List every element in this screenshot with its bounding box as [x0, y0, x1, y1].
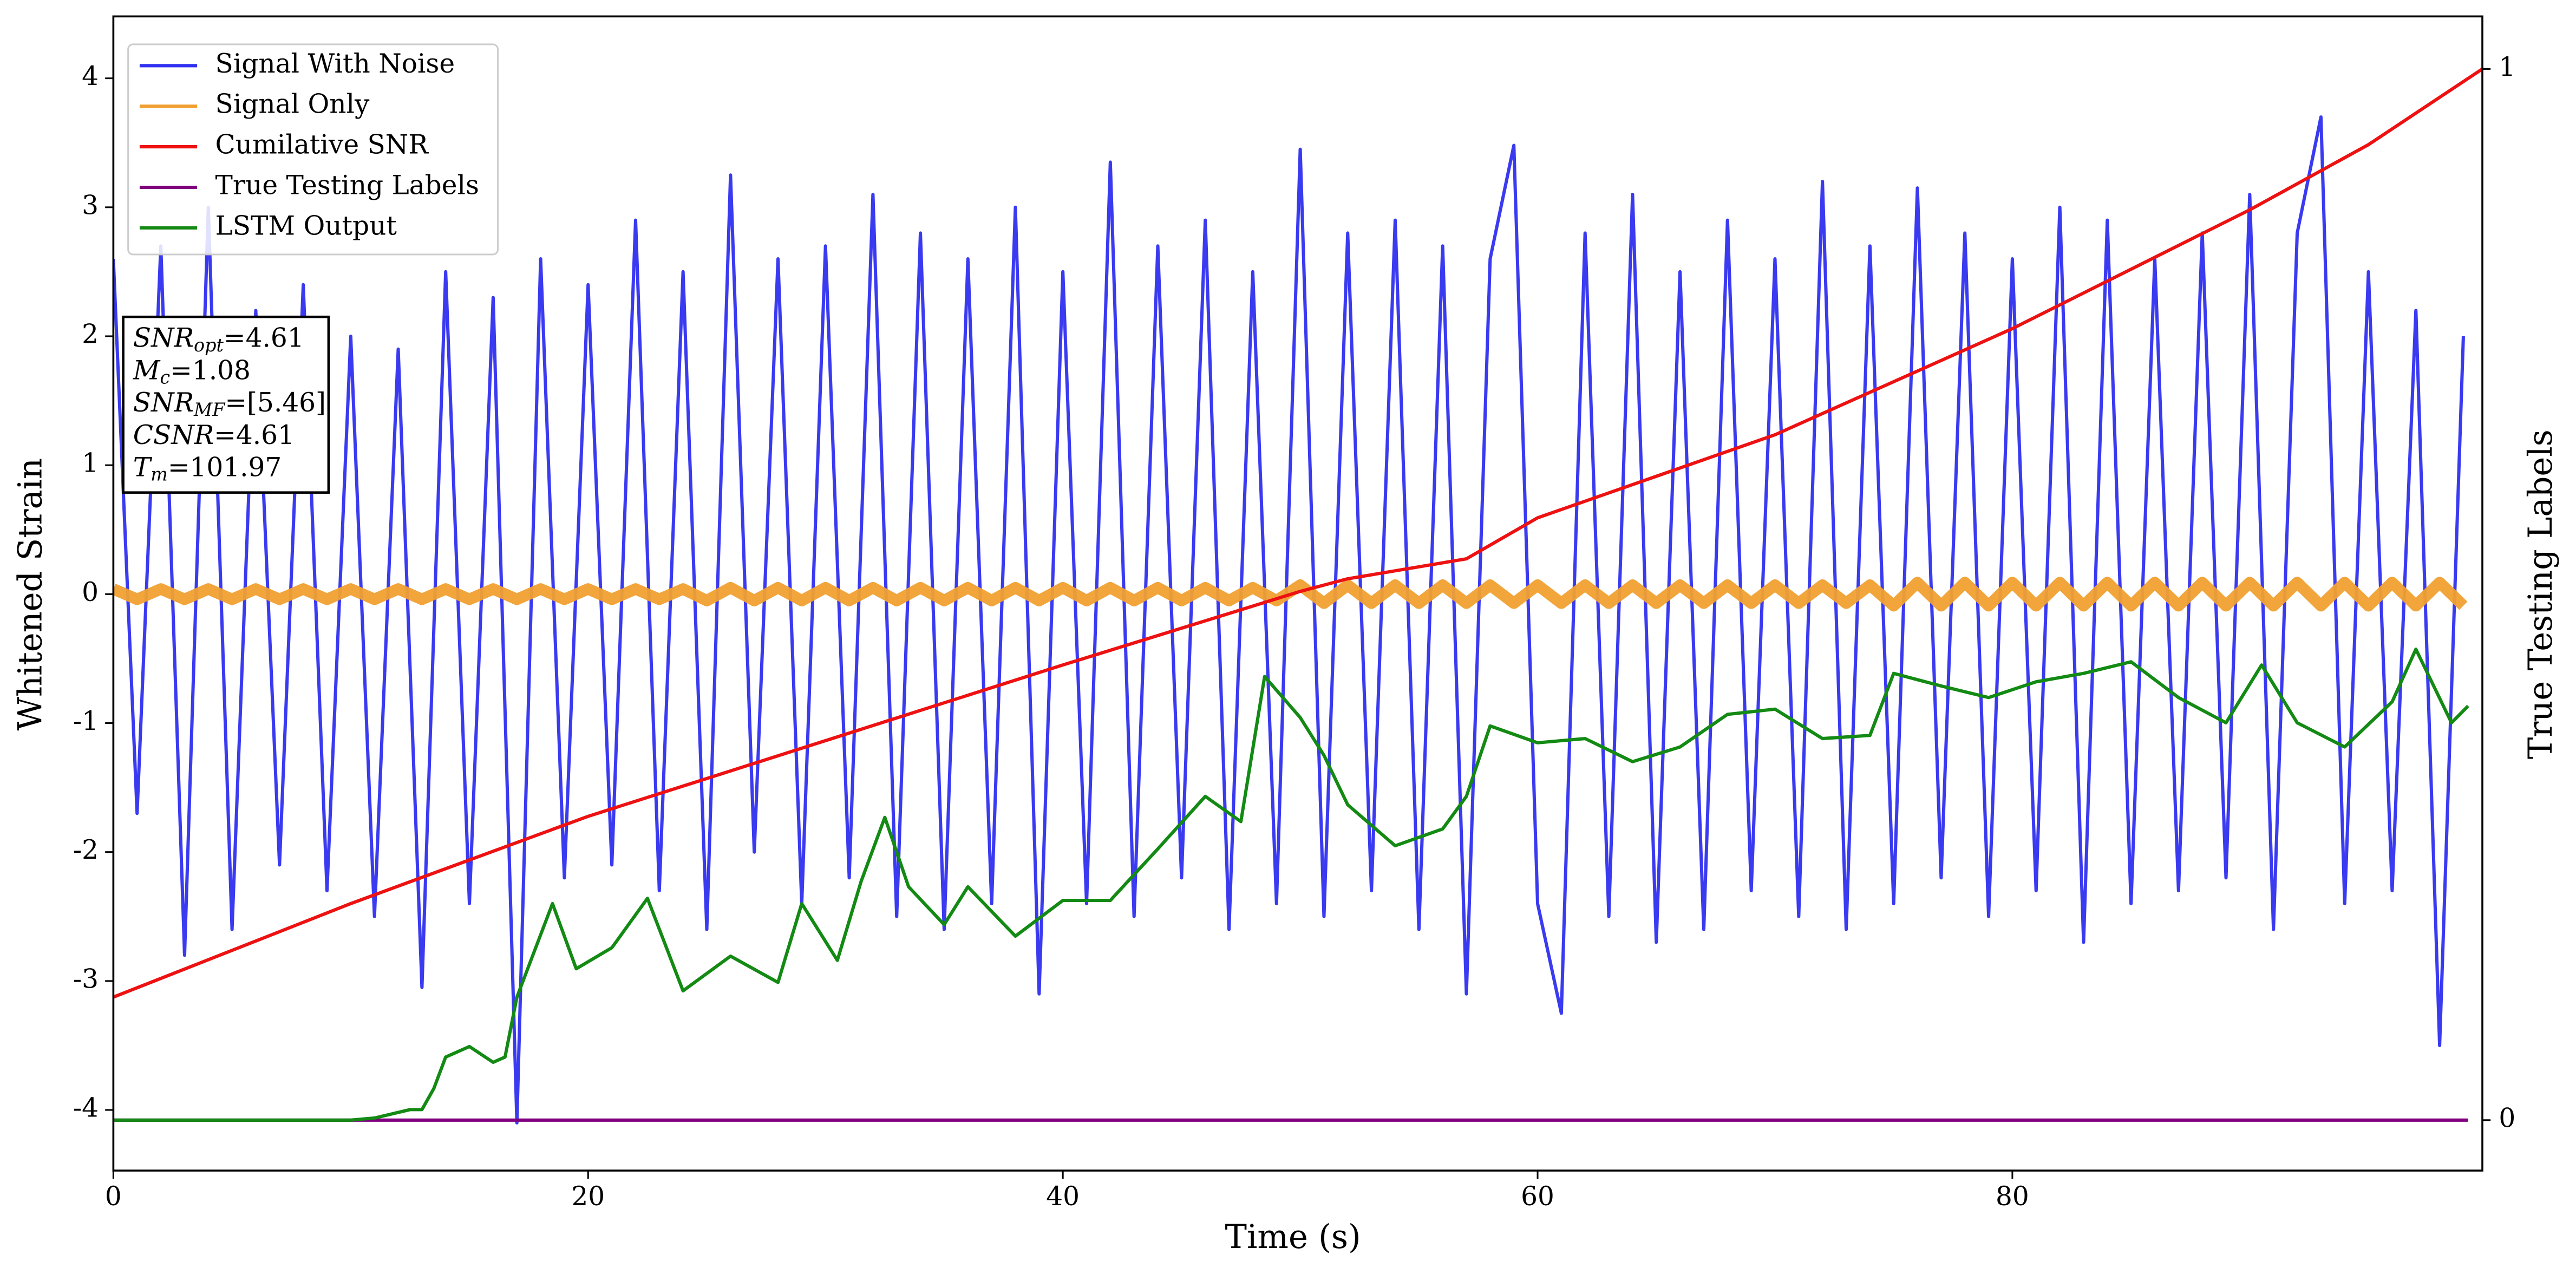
x-tick-label: 60	[1521, 1181, 1554, 1212]
y-tick-label: 0	[82, 577, 99, 607]
annotation-line: Tm=101.97	[133, 452, 282, 485]
annotation-line: CSNR=4.61	[133, 420, 295, 450]
annotation-var: T	[133, 452, 153, 482]
annotation-text: =4.61	[214, 420, 295, 450]
series-line	[113, 115, 2465, 1125]
series-line	[113, 577, 2468, 612]
annotation-line: Mc=1.08	[133, 355, 251, 388]
x-tick-label: 20	[571, 1181, 605, 1212]
y-tick-label: -2	[73, 835, 99, 865]
y2-axis-label: True Testing Labels	[2522, 429, 2560, 759]
annotation-sub: MF	[193, 399, 226, 420]
x-tick-label: 40	[1046, 1181, 1080, 1212]
x-axis-label: Time (s)	[1225, 1218, 1361, 1256]
annotation-var: SNR	[133, 323, 194, 353]
annotation-var: SNR	[133, 388, 194, 418]
annotation-text: =1.08	[170, 355, 251, 386]
x-tick-label: 80	[1996, 1181, 2029, 1212]
annotation-text: =[5.46]	[225, 388, 326, 418]
legend-label: LSTM Output	[215, 211, 397, 241]
y-tick-label: 1	[82, 448, 99, 479]
annotation-sub: opt	[194, 335, 224, 356]
annotation-box	[122, 315, 330, 494]
legend-label: Signal With Noise	[215, 49, 455, 79]
y-tick-label: 2	[82, 319, 99, 350]
annotation-text: =101.97	[168, 452, 282, 482]
annotation-var: M	[133, 355, 161, 386]
annotation-sub: m	[151, 464, 168, 485]
annotation-sub: c	[160, 367, 170, 388]
series-line	[113, 647, 2469, 1122]
annotation-text: =4.61	[224, 323, 304, 353]
y-tick-label: -1	[73, 706, 99, 736]
annotation-line: SNRMF=[5.46]	[133, 388, 326, 421]
y-tick-label: 4	[82, 61, 99, 92]
legend-label: True Testing Labels	[215, 170, 479, 200]
x-tick-label: 0	[105, 1181, 122, 1212]
series-line	[113, 67, 2483, 999]
y-axis-label: Whitened Strain	[11, 458, 49, 731]
y-tick-label: -3	[73, 964, 99, 994]
legend-label: Cumilative SNR	[215, 130, 429, 160]
y-tick-label: 3	[82, 190, 99, 220]
y-tick-label: -4	[73, 1093, 99, 1123]
annotation-line: SNRopt=4.61	[133, 323, 304, 356]
legend-label: Signal Only	[215, 89, 370, 120]
y2-tick-label: 0	[2499, 1103, 2515, 1133]
annotation-var: CSNR	[133, 420, 214, 450]
legend-box	[127, 43, 499, 256]
y2-tick-label: 1	[2499, 52, 2515, 82]
